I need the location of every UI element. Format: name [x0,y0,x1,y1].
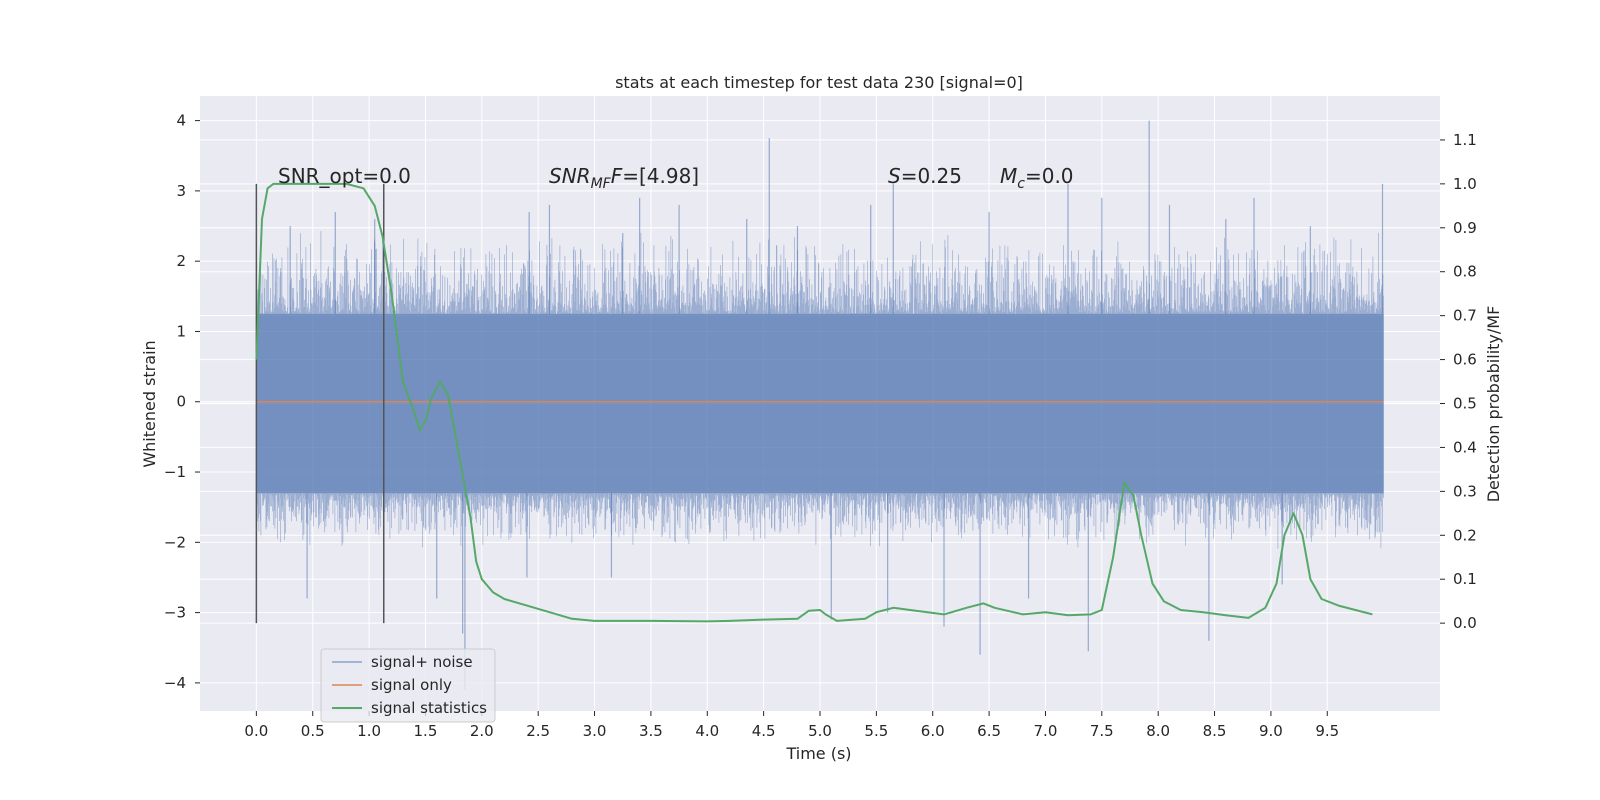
y-right-tick-label: 1.0 [1453,175,1477,193]
y-axis-left: −4 −3 −2 −1 0 1 2 3 4 [164,112,200,692]
x-tick-label: 0.0 [244,722,268,740]
x-tick-label: 8.0 [1146,722,1170,740]
y-right-tick-label: 0.5 [1453,395,1477,413]
y-tick-label: 0 [176,393,186,411]
x-tick-label: 1.5 [414,722,438,740]
x-tick-label: 6.0 [921,722,945,740]
y-tick-label: 4 [176,112,186,130]
noise-core-band [256,313,1384,494]
y-right-tick-label: 0.2 [1453,526,1477,544]
x-tick-label: 2.0 [470,722,494,740]
x-tick-label: 1.0 [357,722,381,740]
annotation-snr-opt: SNR_opt=0.0 [278,164,411,188]
y-right-tick-label: 0.3 [1453,482,1477,500]
x-tick-label: 3.0 [583,722,607,740]
chart-title: stats at each timestep for test data 230… [615,73,1023,92]
signal-statistics-series [255,182,1373,623]
y-tick-label: 2 [176,252,186,270]
annotations: SNR_opt=0.0 SNRMFF=[4.98] S=0.25 Mc=0.0 [278,164,1074,192]
x-tick-label: 4.5 [752,722,776,740]
x-tick-label: 8.5 [1203,722,1227,740]
x-tick-label: 7.5 [1090,722,1114,740]
legend-entry-signal: signal only [371,676,452,694]
legend-entry-stats: signal statistics [371,699,487,717]
y-axis-right: 0.0 0.1 0.2 0.3 0.4 0.5 0.6 0.7 0.8 0.9 1.0 1.1 [1440,131,1477,632]
y-axis-label-right: Detection probability/MF [1484,306,1503,503]
signal-statistics-line [255,182,1373,623]
y-tick-label: −2 [164,533,186,551]
x-tick-label: 7.0 [1034,722,1058,740]
signal-plus-noise-series [256,120,1384,690]
y-right-tick-label: 0.6 [1453,351,1477,369]
legend-entry-noise: signal+ noise [371,653,473,671]
x-tick-label: 9.0 [1259,722,1283,740]
y-right-tick-label: 1.1 [1453,131,1477,149]
y-right-tick-label: 0.9 [1453,219,1477,237]
x-tick-label: 9.5 [1315,722,1339,740]
x-tick-label: 4.0 [695,722,719,740]
legend-box [320,648,496,723]
y-tick-label: −3 [164,604,186,622]
annotation-s: S=0.25 [888,164,962,188]
x-tick-label: 5.0 [808,722,832,740]
x-axis-label: Time (s) [785,744,851,763]
x-tick-label: 2.5 [526,722,550,740]
y-right-tick-label: 0.7 [1453,307,1477,325]
annotation-mc: Mc=0.0 [1000,164,1074,192]
y-tick-label: 1 [176,322,186,340]
x-tick-label: 6.5 [977,722,1001,740]
x-tick-label: 3.5 [639,722,663,740]
y-tick-label: 3 [176,182,186,200]
y-right-tick-label: 0.0 [1453,614,1477,632]
y-tick-label: −4 [164,674,186,692]
y-axis-label-left: Whitened strain [140,340,159,467]
annotation-snr-mf: SNRMFF=[4.98] [549,164,699,192]
y-right-tick-label: 0.8 [1453,263,1477,281]
x-tick-label: 5.5 [864,722,888,740]
vertical-markers [255,183,385,624]
y-right-tick-label: 0.1 [1453,570,1477,588]
x-axis: 0.0 0.5 1.0 1.5 2.0 2.5 3.0 3.5 4.0 4.5 5.0 5.5 6.0 6… [244,711,1339,740]
legend: signal+ noise signal only signal statist… [320,648,496,723]
x-tick-label: 0.5 [301,722,325,740]
y-right-tick-label: 0.4 [1453,438,1477,456]
y-tick-label: −1 [164,463,186,481]
